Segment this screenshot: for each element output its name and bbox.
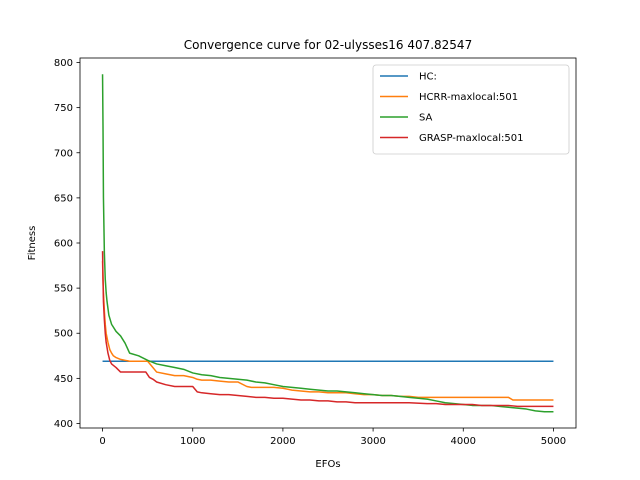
x-tick-label: 0 <box>99 436 105 447</box>
y-tick-label: 500 <box>54 329 73 340</box>
y-axis: 400 450 500 550 600 650 700 750 800 <box>54 58 80 430</box>
y-tick-label: 400 <box>54 419 73 430</box>
series-line-1 <box>101 261 554 401</box>
series-line-3 <box>101 251 554 408</box>
y-tick-label: 700 <box>54 148 73 159</box>
y-tick-label: 800 <box>54 58 73 69</box>
plot-area <box>101 74 554 413</box>
legend-box <box>372 64 570 155</box>
y-tick-label: 750 <box>54 103 73 114</box>
x-tick-label: 1000 <box>180 436 205 447</box>
legend-label-3: GRASP-maxlocal:501 <box>419 133 523 144</box>
x-tick-label: 4000 <box>451 436 476 447</box>
legend-label-2: SA <box>419 113 433 124</box>
legend-label-1: HCRR-maxlocal:501 <box>419 92 518 103</box>
y-axis-label: Fitness <box>27 226 38 261</box>
x-tick-label: 5000 <box>541 436 566 447</box>
legend-label-0: HC: <box>419 72 437 83</box>
chart-title: Convergence curve for 02-ulysses16 407.8… <box>184 38 472 52</box>
legend: HC: HCRR-maxlocal:501 SA GRASP-maxlocal:501 <box>372 64 570 155</box>
y-tick-label: 450 <box>54 374 73 385</box>
x-tick-label: 2000 <box>270 436 295 447</box>
y-tick-label: 600 <box>54 239 73 250</box>
y-tick-label: 550 <box>54 284 73 295</box>
x-axis-label: EFOs <box>315 459 340 470</box>
x-axis: 0 1000 2000 3000 4000 5000 <box>99 428 566 447</box>
x-tick-label: 3000 <box>360 436 385 447</box>
y-tick-label: 650 <box>54 193 73 204</box>
